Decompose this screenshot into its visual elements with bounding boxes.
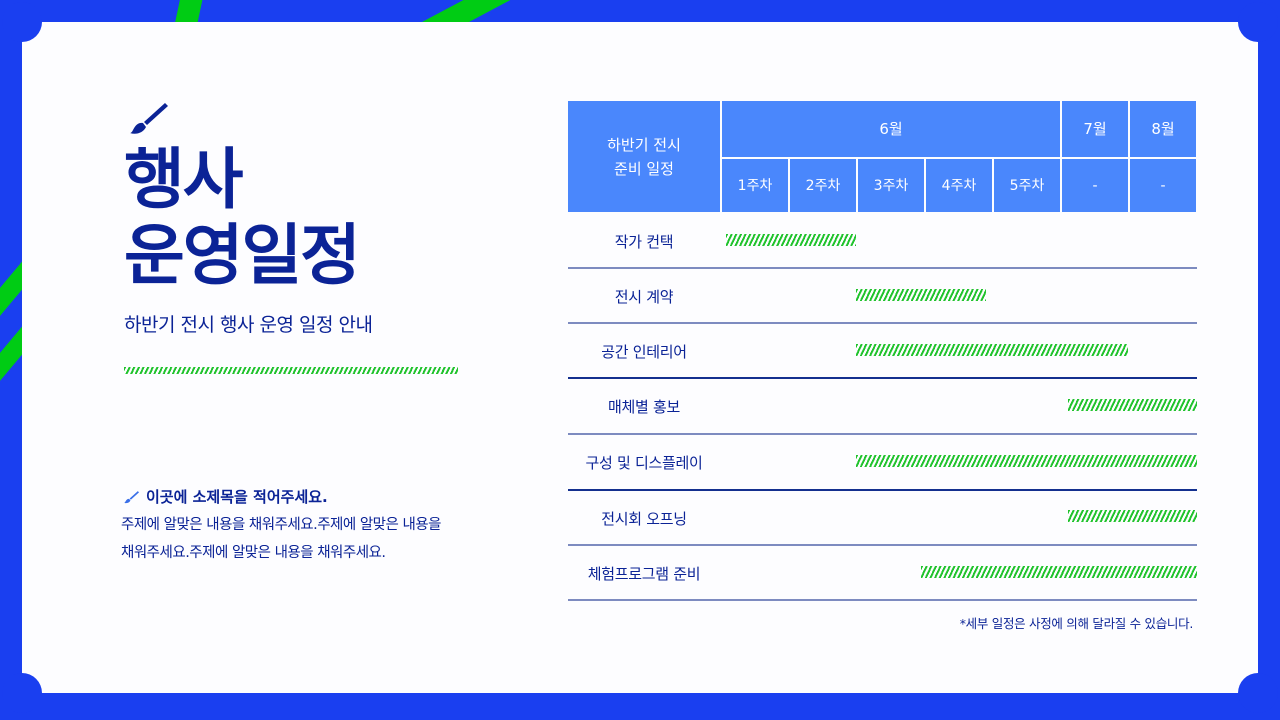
task-bar: [856, 344, 1128, 356]
corner-notch: [1238, 673, 1278, 713]
row-divider: [568, 267, 1197, 269]
hatched-divider: [124, 367, 458, 374]
section-body: 주제에 알맞은 내용을 채워주세요.주제에 알맞은 내용을 채워주세요.주제에 …: [121, 517, 441, 561]
title-line-2: 운영일정: [124, 217, 361, 294]
week-header: 3주차: [858, 159, 924, 212]
task-label: 공간 인테리어: [601, 342, 687, 361]
table-corner-header: 하반기 전시 준비 일정: [568, 101, 720, 212]
task-label: 전시회 오프닝: [601, 509, 687, 528]
month-header-june: 6월: [722, 101, 1060, 157]
section-heading: 이곳에 소제목을 적어주세요.: [124, 486, 328, 507]
task-label: 전시 계약: [614, 287, 674, 306]
month-header-august: 8월: [1130, 101, 1196, 157]
title-line-1: 행사: [124, 141, 243, 218]
week-header: -: [1130, 159, 1196, 212]
task-label: 구성 및 디스플레이: [585, 454, 703, 472]
week-header: 5주차: [994, 159, 1060, 212]
row-divider: [568, 489, 1197, 491]
footnote: *세부 일정은 사정에 의해 달라질 수 있습니다.: [959, 616, 1194, 631]
paintbrush-icon: [124, 490, 139, 503]
week-header: 2주차: [790, 159, 856, 212]
page-title: 행사 운영일정: [124, 141, 361, 294]
task-bar: [1068, 399, 1197, 411]
section-heading-text: 이곳에 소제목을 적어주세요.: [146, 488, 328, 506]
week-header: -: [1062, 159, 1128, 212]
row-divider: [568, 322, 1197, 324]
paintbrush-icon: [130, 103, 168, 134]
task-bar: [856, 289, 986, 301]
task-label: 작가 컨택: [614, 232, 674, 251]
row-divider: [568, 544, 1197, 546]
page-subtitle: 하반기 전시 행사 운영 일정 안내: [124, 314, 373, 336]
task-bar: [921, 566, 1197, 578]
week-header: 1주차: [722, 159, 788, 212]
task-bar: [726, 234, 856, 246]
row-divider: [568, 599, 1197, 601]
task-label: 체험프로그램 준비: [587, 564, 701, 583]
week-header: 4주차: [926, 159, 992, 212]
corner-notch: [1238, 2, 1278, 42]
corner-notch: [2, 2, 42, 42]
corner-notch: [2, 673, 42, 713]
row-divider: [568, 377, 1197, 379]
task-bar: [1068, 510, 1197, 522]
row-divider: [568, 433, 1197, 435]
month-header-july: 7월: [1062, 101, 1128, 157]
task-bar: [856, 455, 1197, 467]
task-label: 매체별 홍보: [608, 398, 680, 416]
